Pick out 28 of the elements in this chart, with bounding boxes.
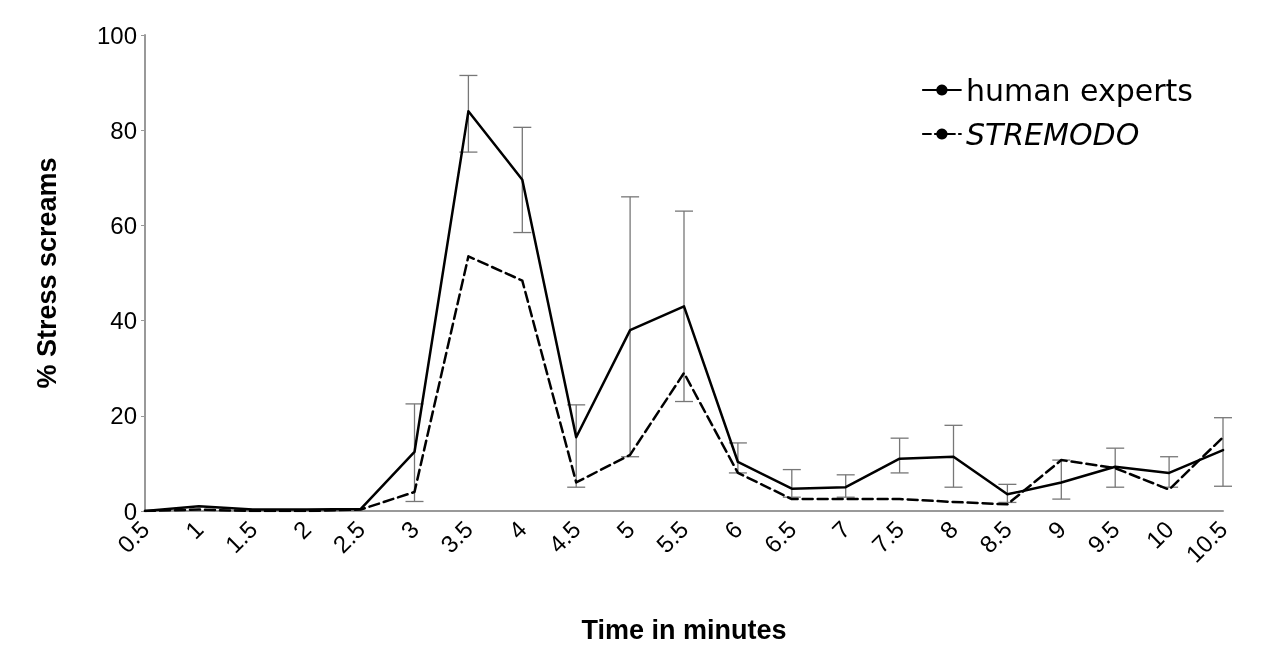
- x-tick-label: 9: [1042, 515, 1071, 544]
- legend-label: human experts: [965, 72, 1194, 108]
- x-tick-label: 3.5: [435, 515, 478, 559]
- x-tick-label: 4.5: [543, 515, 586, 559]
- y-tick-label: 80: [110, 116, 137, 144]
- x-tick-label: 9.5: [1082, 515, 1125, 559]
- x-tick-label: 7: [826, 515, 856, 544]
- y-tick-label: 40: [110, 307, 137, 335]
- x-tick-label: 7.5: [866, 515, 910, 559]
- x-tick-label: 1.5: [219, 515, 263, 559]
- x-tick-label: 10: [1140, 515, 1179, 554]
- x-tick-label: 8: [934, 515, 964, 544]
- x-tick-label: 6.5: [758, 515, 802, 559]
- x-tick-label: 2.5: [327, 515, 371, 559]
- x-tick-label: 6: [718, 515, 748, 544]
- x-axis-title: Time in minutes: [581, 614, 787, 645]
- x-tick-label: 2: [287, 515, 317, 544]
- x-tick-label: 5: [611, 515, 640, 544]
- y-axis-title: % Stress screams: [31, 157, 62, 389]
- y-tick-label: 20: [110, 402, 137, 430]
- x-tick-label: 4: [503, 515, 532, 544]
- y-tick-label: 60: [110, 211, 137, 239]
- x-tick-label: 1: [179, 515, 209, 544]
- x-tick-label: 8.5: [974, 515, 1017, 559]
- y-tick-label: 100: [96, 21, 137, 49]
- x-tick-label: 5.5: [650, 515, 694, 559]
- legend-label: STREMODO: [965, 116, 1140, 152]
- x-tick-label: 3: [395, 515, 425, 544]
